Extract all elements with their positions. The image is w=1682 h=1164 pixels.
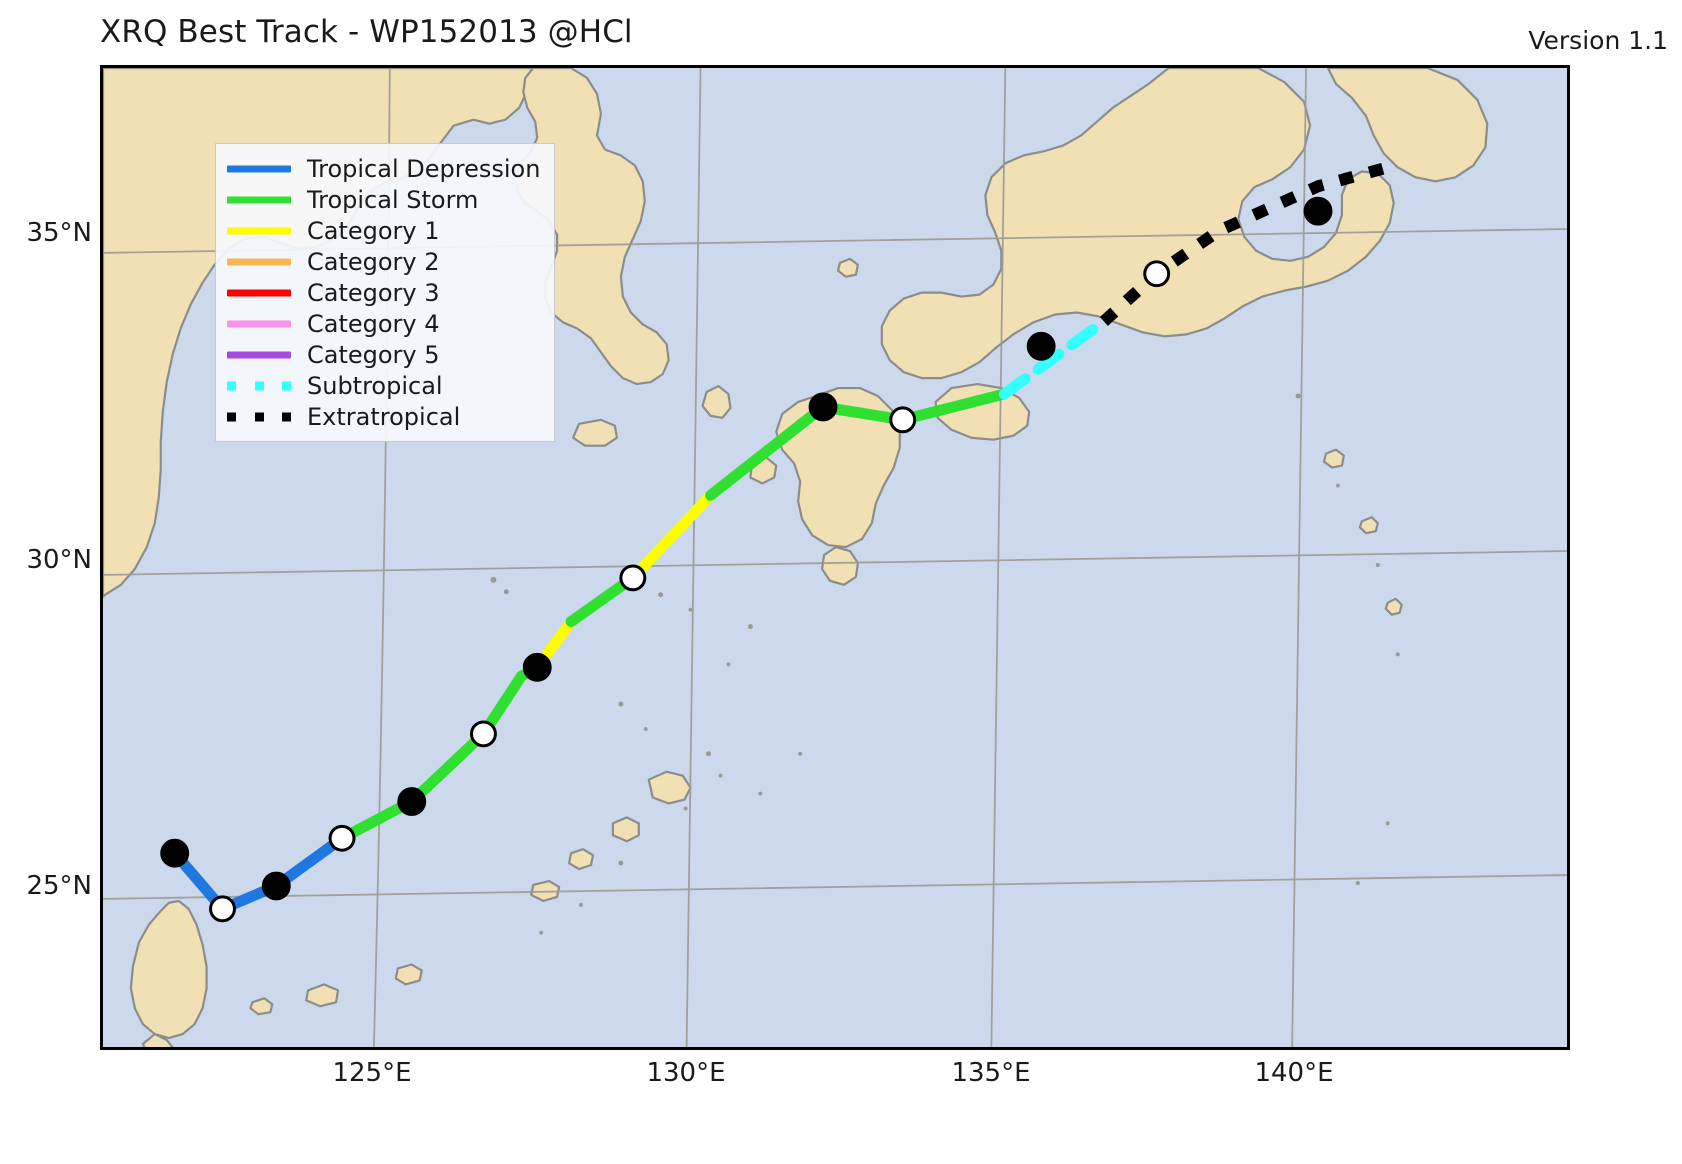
legend-label: Category 5	[307, 340, 440, 369]
track-segment-tropical-depression	[169, 832, 348, 915]
track-marker-filled	[808, 392, 838, 422]
legend-swatch-category-2	[227, 246, 291, 277]
legend-item-subtropical: Subtropical	[227, 370, 540, 401]
landmass-group	[103, 68, 1489, 1047]
legend-label: Category 3	[307, 278, 440, 307]
taiwan-south-tip	[141, 1032, 174, 1047]
legend-swatch-extratropical	[227, 401, 291, 432]
legend-swatch-category-4	[227, 308, 291, 339]
legend-label: Subtropical	[307, 371, 443, 400]
amami-island	[647, 770, 692, 805]
legend-swatch-tropical-storm	[227, 184, 291, 215]
yonaguni-island	[249, 997, 274, 1016]
legend-item-category-5: Category 5	[227, 339, 540, 370]
legend-swatch-category-1	[227, 215, 291, 246]
legend-box: Tropical Depression Tropical Storm Categ…	[215, 143, 556, 442]
page-title: XRQ Best Track - WP152013 @HCl	[100, 14, 633, 50]
legend-label: Extratropical	[307, 402, 461, 431]
legend-swatch-category-3	[227, 277, 291, 308]
lat-tick-35n: 35°N	[26, 218, 92, 248]
legend-label: Tropical Depression	[307, 154, 541, 183]
lon-tick-135e: 135°E	[951, 1058, 1031, 1088]
taiwan-island	[129, 899, 208, 1040]
lat-tick-25n: 25°N	[26, 871, 92, 901]
legend-item-category-1: Category 1	[227, 215, 540, 246]
track-marker-filled	[1303, 196, 1333, 226]
lon-tick-125e: 125°E	[332, 1058, 412, 1088]
track-marker-hollow	[1143, 260, 1171, 288]
track-marker-hollow	[619, 564, 647, 592]
miyako-island	[394, 963, 423, 986]
version-label: Version 1.1	[1528, 26, 1668, 55]
islet-specks	[490, 393, 1400, 935]
legend-label: Tropical Storm	[307, 185, 479, 214]
legend-label: Category 4	[307, 309, 440, 338]
track-marker-filled	[160, 838, 190, 868]
izu-island-2	[1358, 516, 1379, 535]
track-map-plot: Tropical Depression Tropical Storm Categ…	[100, 65, 1570, 1050]
track-markers-group	[160, 196, 1333, 923]
legend-item-tropical-depression: Tropical Depression	[227, 153, 540, 184]
lat-tick-30n: 30°N	[26, 545, 92, 575]
legend-swatch-subtropical	[227, 370, 291, 401]
legend-swatch-tropical-depression	[227, 153, 291, 184]
track-marker-filled	[397, 787, 427, 816]
legend-label: Category 1	[307, 216, 440, 245]
track-marker-hollow	[469, 720, 497, 748]
lon-tick-140e: 140°E	[1254, 1058, 1334, 1088]
legend-item-extratropical: Extratropical	[227, 401, 540, 432]
jeju-island	[571, 418, 618, 447]
track-marker-filled	[261, 871, 291, 901]
izu-island-3	[1384, 597, 1403, 616]
map-canvas	[103, 68, 1567, 1047]
track-segment-extratropical	[1099, 161, 1390, 326]
track-segment-subtropical	[998, 315, 1110, 400]
track-segment-category-1-upper	[627, 489, 716, 584]
track-marker-hollow	[209, 895, 236, 923]
track-marker-filled	[522, 652, 552, 682]
izu-island-1	[1322, 448, 1346, 469]
lon-tick-130e: 130°E	[646, 1058, 726, 1088]
legend-label: Category 2	[307, 247, 440, 276]
legend-item-category-4: Category 4	[227, 308, 540, 339]
tokunoshima-island	[611, 816, 640, 843]
track-segment-tropical-storm-2	[705, 388, 1010, 501]
legend-item-category-3: Category 3	[227, 277, 540, 308]
ishigaki-island	[305, 983, 340, 1008]
legend-item-tropical-storm: Tropical Storm	[227, 184, 540, 215]
legend-item-category-2: Category 2	[227, 246, 540, 277]
ulleungdo-island	[836, 257, 860, 278]
okinoerabu-island	[567, 848, 595, 871]
kyushu-south-tip	[820, 545, 860, 586]
track-marker-hollow	[328, 824, 356, 852]
track-marker-filled	[1026, 331, 1056, 361]
track-marker-hollow	[889, 406, 917, 434]
legend-swatch-category-5	[227, 339, 291, 370]
hokkaido-island	[1326, 68, 1489, 183]
honshu-island	[880, 68, 1395, 380]
tsushima-island	[701, 384, 732, 419]
